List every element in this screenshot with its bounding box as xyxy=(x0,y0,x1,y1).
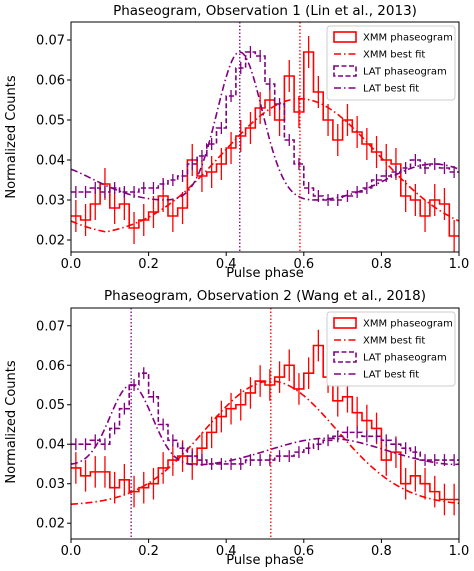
plot-frame xyxy=(70,21,460,253)
y-tick-label: 0.07 xyxy=(36,319,65,334)
y-axis-label: Normalized Counts xyxy=(4,75,19,198)
legend-item: LAT best fit xyxy=(334,84,419,95)
x-tick-label: 0.2 xyxy=(138,544,159,559)
plot-area xyxy=(71,308,459,539)
legend-item: XMM best fit xyxy=(334,336,425,347)
legend-label: LAT phaseogram xyxy=(363,67,447,78)
x-axis-label: Pulse phase xyxy=(226,553,304,568)
y-tick-label: 0.05 xyxy=(36,398,65,413)
y-tick-label: 0.06 xyxy=(36,74,65,89)
fit-curve xyxy=(71,380,459,505)
plot-area xyxy=(71,22,459,252)
legend-swatch xyxy=(333,351,357,363)
chart-observation-1: Phaseogram, Observation 1 (Lin et al., 2… xyxy=(4,3,469,281)
y-tick-label: 0.03 xyxy=(36,194,65,209)
y-tick-label: 0.06 xyxy=(36,359,65,374)
series-lat-phaseogram xyxy=(71,367,459,470)
fit-curve xyxy=(71,51,459,201)
legend-swatch xyxy=(333,31,357,43)
legend-frame xyxy=(326,25,456,101)
series-lat-fit xyxy=(71,384,459,466)
legend-frame xyxy=(326,311,456,387)
x-tick-label: 0.8 xyxy=(371,257,392,272)
step-line xyxy=(71,372,459,465)
legend-label: XMM phaseogram xyxy=(363,33,453,44)
legend: XMM phaseogram XMM best fit LAT phaseogram… xyxy=(326,25,456,101)
x-tick-label: 0.0 xyxy=(61,544,82,559)
y-tick-label: 0.05 xyxy=(36,114,65,129)
x-tick-label: 0.4 xyxy=(216,257,237,272)
y-tick-label: 0.02 xyxy=(36,234,65,249)
legend-item: XMM phaseogram xyxy=(333,31,453,44)
legend-swatch xyxy=(333,317,357,329)
x-axis-label: Pulse phase xyxy=(226,266,304,281)
y-tick-label: 0.07 xyxy=(36,34,65,49)
y-axis-label: Normalized Counts xyxy=(4,360,19,483)
legend-item: LAT phaseogram xyxy=(333,65,447,78)
y-tick-label: 0.04 xyxy=(36,154,65,169)
x-tick-label: 1.0 xyxy=(449,257,470,272)
x-tick-label: 0.2 xyxy=(138,257,159,272)
legend-item: LAT best fit xyxy=(334,370,419,381)
legend-item: XMM best fit xyxy=(334,50,425,61)
plot-frame xyxy=(70,307,460,540)
chart-observation-2: Phaseogram, Observation 2 (Wang et al., … xyxy=(4,288,469,568)
x-tick-label: 0.8 xyxy=(371,544,392,559)
legend-label: LAT best fit xyxy=(363,370,419,381)
chart-title: Phaseogram, Observation 1 (Lin et al., 2… xyxy=(113,3,417,19)
series-lat-phaseogram xyxy=(71,46,459,206)
x-tick-label: 0.4 xyxy=(216,544,237,559)
y-tick-label: 0.04 xyxy=(36,438,65,453)
series-lat-fit xyxy=(71,51,459,201)
x-tick-label: 1.0 xyxy=(449,544,470,559)
chart-title: Phaseogram, Observation 2 (Wang et al., … xyxy=(104,288,426,304)
legend-label: XMM best fit xyxy=(363,50,425,61)
legend-label: XMM best fit xyxy=(363,336,425,347)
legend-swatch xyxy=(333,65,357,77)
x-tick-label: 0.6 xyxy=(293,257,314,272)
step-line xyxy=(71,51,459,237)
x-tick-label: 0.6 xyxy=(293,544,314,559)
legend-item: XMM phaseogram xyxy=(333,317,453,330)
legend-label: LAT best fit xyxy=(363,84,419,95)
step-line xyxy=(71,344,459,501)
legend-label: LAT phaseogram xyxy=(363,353,447,364)
y-tick-label: 0.02 xyxy=(36,517,65,532)
legend: XMM phaseogram XMM best fit LAT phaseogram… xyxy=(326,311,456,387)
series-xmm-fit xyxy=(71,380,459,505)
y-tick-label: 0.03 xyxy=(36,477,65,492)
x-tick-label: 0.0 xyxy=(61,257,82,272)
legend-label: XMM phaseogram xyxy=(363,319,453,330)
fit-curve xyxy=(71,384,459,466)
legend-item: LAT phaseogram xyxy=(333,351,447,364)
